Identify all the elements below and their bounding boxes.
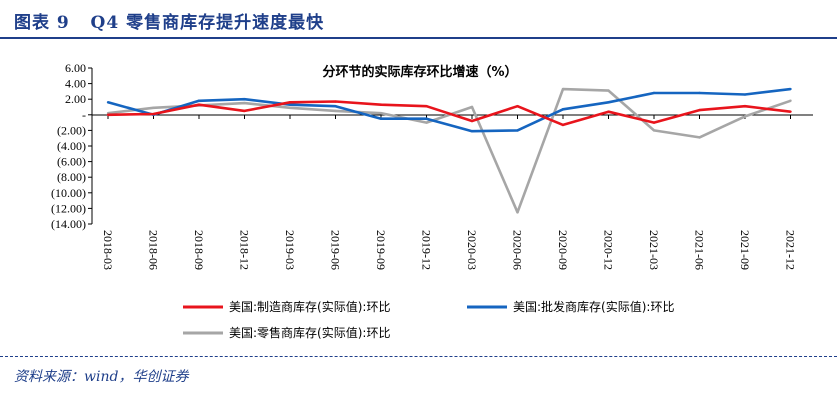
source-rule xyxy=(0,356,837,357)
data-point xyxy=(425,105,428,108)
data-point xyxy=(334,109,337,113)
data-point xyxy=(561,108,565,111)
data-point xyxy=(470,129,474,133)
x-tick-label: 2018-09 xyxy=(192,230,206,270)
series-line xyxy=(107,87,791,133)
x-tick-label: 2019-09 xyxy=(374,230,388,270)
x-tick-label: 2021-03 xyxy=(647,230,661,270)
data-point xyxy=(470,105,474,109)
data-point xyxy=(425,121,428,124)
series-line xyxy=(107,87,791,214)
y-tick-label: (2.00) xyxy=(57,123,86,137)
data-point xyxy=(652,91,656,95)
data-point xyxy=(106,113,110,117)
data-point xyxy=(243,109,246,113)
y-tick-label: 6.00 xyxy=(65,61,86,75)
y-tick-label: (12.00) xyxy=(51,201,86,215)
y-tick-label: 2.00 xyxy=(65,92,86,106)
figure-title: 图表 9 Q4 零售商库存提升速度最快 xyxy=(14,8,324,33)
legend-label: 美国:制造商库存(实际值):环比 xyxy=(229,299,390,314)
x-tick-label: 2019-06 xyxy=(329,230,343,270)
data-point xyxy=(334,100,337,103)
data-point xyxy=(106,101,110,104)
data-point xyxy=(288,103,292,106)
data-point xyxy=(652,121,656,124)
x-tick-label: 2021-06 xyxy=(693,230,707,270)
data-point xyxy=(607,110,610,113)
chart-title: 分环节的实际库存环比增速（%） xyxy=(322,64,517,80)
y-tick-label: (6.00) xyxy=(57,155,86,169)
data-point xyxy=(288,101,292,104)
x-tick-label: 2020-03 xyxy=(465,230,479,270)
x-tick-label: 2020-09 xyxy=(556,230,570,270)
data-point xyxy=(243,98,246,101)
figure-label: 图表 9 xyxy=(14,13,70,33)
data-point xyxy=(698,108,701,112)
source-note: 资料来源：wind，华创证券 xyxy=(14,369,189,385)
y-tick-label: 4.00 xyxy=(65,77,86,91)
y-tick-label: (10.00) xyxy=(51,186,86,200)
legend-label: 美国:批发商库存(实际值):环比 xyxy=(513,299,674,314)
data-point xyxy=(152,112,155,116)
title-rule xyxy=(0,37,837,39)
data-point xyxy=(425,117,428,120)
y-tick-label: (14.00) xyxy=(51,217,86,231)
data-point xyxy=(470,119,474,123)
y-tick-label: (8.00) xyxy=(57,170,86,184)
data-point xyxy=(334,105,337,108)
y-tick-label: - xyxy=(82,108,86,122)
data-point xyxy=(379,117,383,120)
data-point xyxy=(197,99,201,102)
x-tick-label: 2021-12 xyxy=(784,230,798,270)
data-point xyxy=(743,93,747,96)
data-point xyxy=(516,211,519,214)
data-point xyxy=(698,91,701,95)
data-point xyxy=(698,136,701,139)
data-point xyxy=(743,105,747,108)
figure-title-text: Q4 零售商库存提升速度最快 xyxy=(90,13,325,33)
x-tick-label: 2019-03 xyxy=(283,230,297,270)
line-chart: 分环节的实际库存环比增速（%） 6.00 4.002.00 -(2.00) (4.00… xyxy=(51,61,813,340)
legend-label: 美国:零售商库存(实际值):环比 xyxy=(229,325,390,340)
data-point xyxy=(789,99,792,102)
data-point xyxy=(789,87,792,91)
data-point xyxy=(243,101,246,105)
data-point xyxy=(152,106,155,109)
y-tick-label: (4.00) xyxy=(57,139,86,153)
data-point xyxy=(516,129,519,132)
data-point xyxy=(561,123,565,127)
data-point xyxy=(379,112,383,115)
data-point xyxy=(516,105,519,108)
x-tick-label: 2018-06 xyxy=(147,230,161,270)
x-tick-label: 2020-12 xyxy=(602,230,616,270)
x-tick-label: 2018-03 xyxy=(101,230,115,270)
data-point xyxy=(652,129,656,132)
data-point xyxy=(607,89,610,92)
series-line xyxy=(107,100,791,127)
x-tick-label: 2018-12 xyxy=(238,230,252,270)
x-tick-label: 2019-12 xyxy=(420,230,434,270)
x-tick-label: 2020-06 xyxy=(511,230,525,270)
data-point xyxy=(789,110,792,113)
data-point xyxy=(561,87,565,91)
data-point xyxy=(743,115,747,118)
data-point xyxy=(288,106,292,109)
data-point xyxy=(197,103,201,106)
data-point xyxy=(607,101,610,104)
data-point xyxy=(379,103,383,106)
x-tick-label: 2021-09 xyxy=(738,230,752,270)
